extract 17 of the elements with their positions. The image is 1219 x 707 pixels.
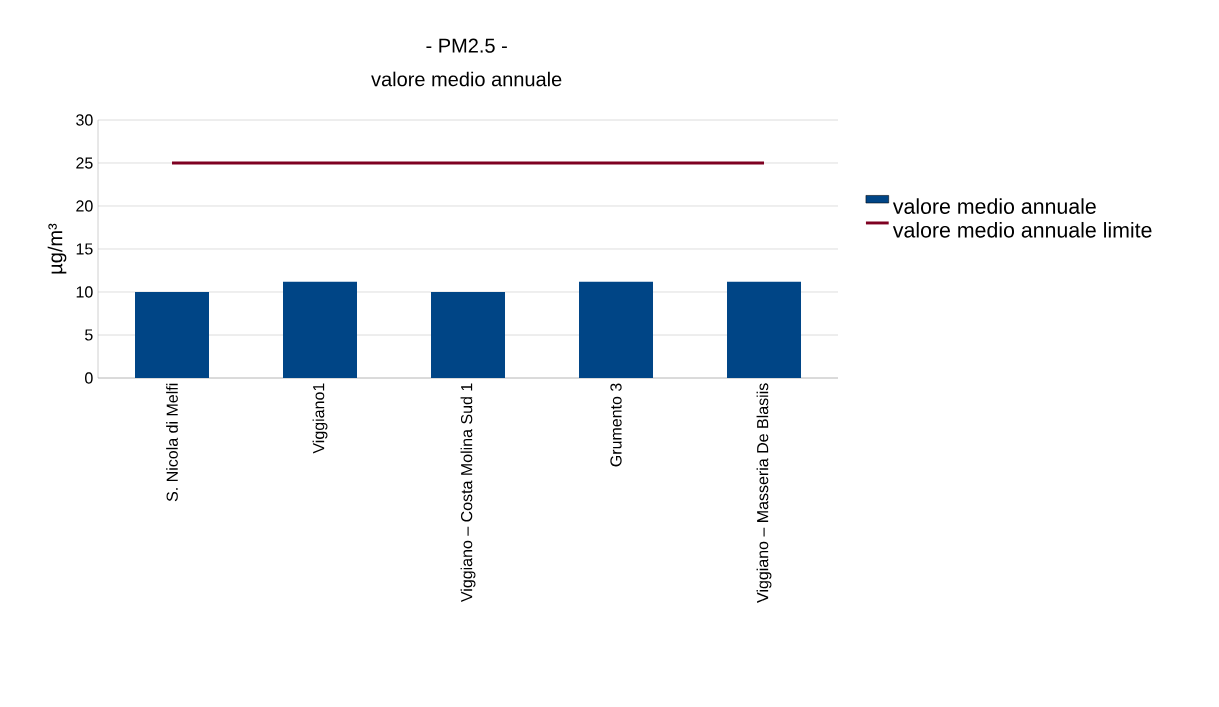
y-tick-label: 10 <box>76 286 93 298</box>
y-tick-label: 15 <box>76 243 93 255</box>
y-tick-label: 5 <box>85 329 93 341</box>
x-tick-label: Viggiano – Masseria De Blasiis <box>756 383 772 603</box>
y-tick-label: 0 <box>85 372 93 384</box>
y-tick-label: 25 <box>76 157 93 169</box>
x-tick-label: S. Nicola di Melfi <box>166 383 178 502</box>
chart-title: - PM2.5 - <box>426 38 507 53</box>
chart-subtitle: valore medio annuale <box>371 71 562 87</box>
legend-label: valore medio annuale <box>892 198 1096 214</box>
y-tick-label: 30 <box>76 114 93 126</box>
y-tick-label: 20 <box>76 200 93 212</box>
x-tick-label: Viggiano – Costa Molina Sud 1 <box>460 383 476 603</box>
x-tick-label: Viggiano1 <box>312 383 328 454</box>
y-axis-title: µg/m³ <box>47 223 67 274</box>
x-tick-label: Grumento 3 <box>610 383 622 467</box>
legend-label: valore medio annuale limite <box>892 221 1152 238</box>
